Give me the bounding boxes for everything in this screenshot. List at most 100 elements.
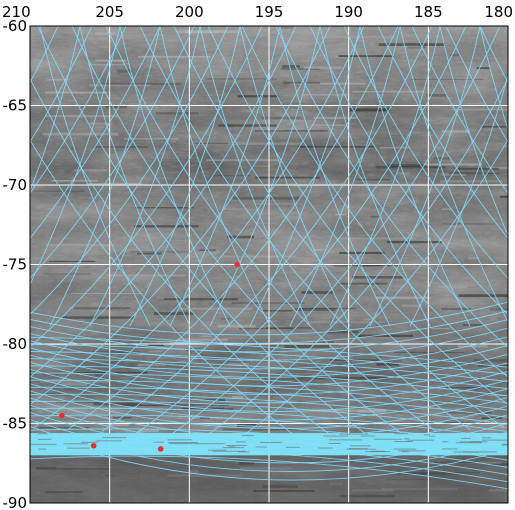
terrain-streak	[205, 78, 277, 80]
terrain-streak	[426, 94, 447, 97]
terrain-streak	[51, 180, 98, 182]
band-gap	[38, 433, 48, 435]
ground-track	[319, 26, 431, 327]
band-gap	[455, 442, 482, 444]
band-gap	[442, 441, 449, 443]
ground-track	[30, 26, 195, 280]
ground-track	[199, 26, 311, 327]
terrain-streak	[301, 307, 356, 310]
terrain-streak	[45, 491, 83, 493]
terrain-streak	[352, 489, 394, 492]
terrain-streak	[73, 169, 107, 172]
band-gap	[169, 443, 194, 445]
terrain-streak	[206, 159, 279, 162]
ground-track	[30, 301, 508, 336]
terrain-streak	[217, 324, 256, 328]
terrain-streak	[148, 344, 164, 346]
ground-track	[329, 26, 441, 327]
plot-area[interactable]	[0, 26, 515, 503]
observation-marker[interactable]	[234, 261, 240, 268]
terrain-streak	[329, 482, 343, 486]
terrain-streak	[301, 116, 358, 119]
terrain-streak	[378, 43, 445, 46]
terrain-streak	[298, 145, 375, 148]
terrain-streak	[199, 335, 212, 338]
terrain-streak	[339, 494, 395, 498]
terrain-streak	[60, 383, 88, 386]
terrain-streak	[328, 331, 359, 334]
terrain-streak	[92, 351, 141, 354]
band-gap	[423, 434, 431, 436]
ground-track	[30, 390, 508, 430]
ground-track	[279, 26, 391, 327]
terrain-streak	[451, 62, 476, 64]
terrain-streak	[48, 260, 96, 263]
terrain-streak	[281, 372, 338, 375]
terrain-streak	[357, 179, 391, 181]
terrain-streak	[35, 467, 111, 470]
ground-track	[30, 343, 508, 375]
ground-track	[241, 26, 508, 378]
ground-track	[30, 77, 335, 438]
observation-marker[interactable]	[157, 446, 164, 452]
ground-track	[30, 26, 229, 316]
band-gap	[346, 448, 377, 450]
terrain-streak	[462, 324, 484, 326]
terrain-streak	[356, 264, 403, 267]
terrain-streak	[171, 403, 230, 406]
band-gap	[329, 439, 362, 441]
terrain-streak	[313, 341, 335, 343]
terrain-streak	[312, 248, 323, 251]
terrain-streak	[407, 46, 426, 49]
terrain-streak	[262, 485, 298, 488]
terrain-streak	[134, 225, 199, 228]
ground-track	[30, 26, 331, 406]
terrain-streak	[338, 55, 394, 57]
band-gap	[63, 443, 88, 445]
terrain-streak	[284, 345, 329, 348]
band-gap	[153, 441, 165, 443]
ground-track	[409, 73, 508, 327]
ground-track	[343, 26, 508, 280]
band-gap	[442, 448, 458, 450]
x-tick-label: 185	[414, 3, 443, 21]
band-gap	[481, 439, 508, 441]
terrain-streak	[107, 423, 129, 427]
terrain-streak	[199, 417, 210, 419]
band-gap	[193, 443, 226, 445]
terrain-streak	[260, 129, 285, 131]
band-gap	[328, 442, 341, 444]
terrain-streak	[232, 395, 244, 399]
ground-track	[89, 26, 201, 327]
ground-track	[30, 393, 508, 425]
terrain-streak	[309, 321, 385, 324]
terrain-streak	[409, 172, 481, 175]
observation-marker[interactable]	[59, 412, 65, 419]
terrain-streak	[441, 173, 466, 176]
terrain-streak	[55, 401, 100, 404]
ground-track	[369, 26, 481, 327]
terrain-streak	[199, 249, 216, 252]
terrain-streak	[267, 344, 339, 346]
terrain-streak	[45, 114, 119, 118]
terrain-streak	[279, 75, 290, 77]
band-gap	[222, 447, 245, 449]
y-axis: -60 -65 -70 -75 -80 -85 -90	[3, 17, 28, 510]
terrain-streak	[431, 327, 450, 330]
band-gap	[404, 438, 410, 440]
terrain-streak	[148, 350, 162, 353]
band-gap	[463, 451, 497, 453]
terrain-streak	[204, 399, 226, 402]
band-gap	[37, 438, 52, 440]
terrain-streak	[375, 166, 446, 169]
ground-track	[30, 336, 508, 370]
observation-marker[interactable]	[90, 442, 97, 449]
terrain-streak	[481, 125, 508, 128]
terrain-streak	[499, 426, 508, 429]
band-gap	[502, 443, 508, 445]
terrain-streak	[108, 274, 185, 277]
ground-track	[169, 26, 281, 327]
terrain-streak	[304, 66, 343, 70]
terrain-streak	[321, 458, 331, 461]
band-gap	[95, 440, 123, 442]
